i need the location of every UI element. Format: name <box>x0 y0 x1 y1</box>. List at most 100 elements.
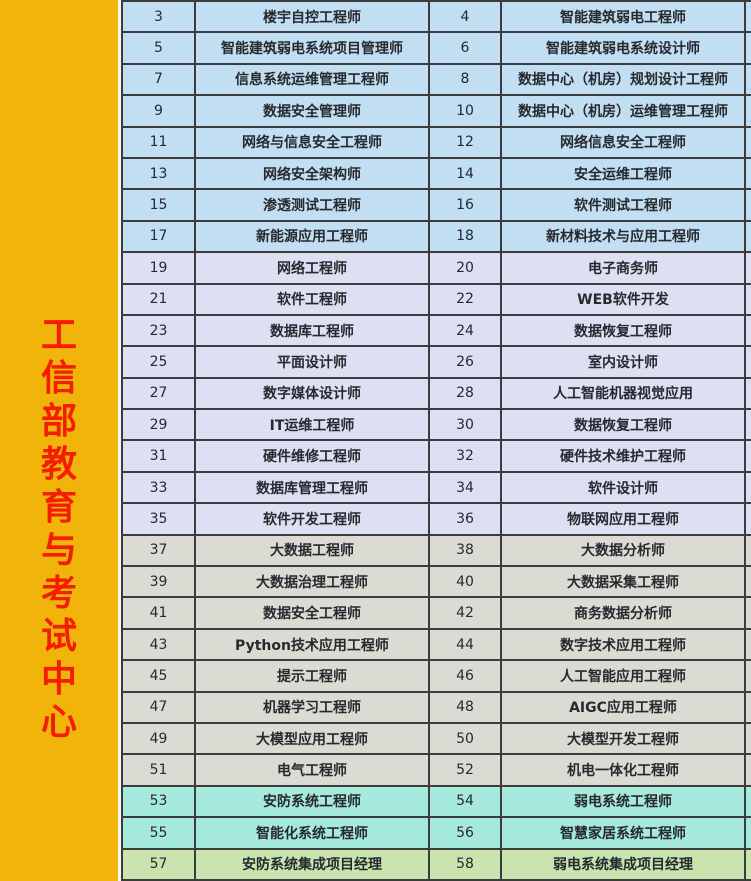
edge-stub-cell <box>746 850 751 879</box>
table-row: 37 大数据工程师 38 大数据分析师 <box>123 535 751 568</box>
cert-title-cell: 数据库工程师 <box>196 315 430 346</box>
row-number-cell: 16 <box>430 190 502 220</box>
cert-title-cell: 信息系统运维管理工程师 <box>196 64 430 95</box>
org-banner-char: 育 <box>40 487 77 528</box>
table-row: 45 提示工程师 46 人工智能应用工程师 <box>123 661 751 693</box>
cert-title-cell: 数字技术应用工程师 <box>502 629 746 660</box>
cert-title-cell: 提示工程师 <box>196 661 430 691</box>
row-number-cell: 33 <box>123 472 196 503</box>
cert-title-cell: 人工智能机器视觉应用 <box>502 378 746 409</box>
edge-stub-cell <box>746 410 751 439</box>
cert-title-cell: 新能源应用工程师 <box>196 221 430 252</box>
cert-title-cell: 智能建筑弱电工程师 <box>502 2 746 32</box>
edge-stub-cell <box>746 441 751 470</box>
cert-title-cell: 网络信息安全工程师 <box>502 127 746 157</box>
row-number-cell: 9 <box>123 96 196 126</box>
table-row: 55 智能化系统工程师 56 智慧家居系统工程师 <box>123 818 751 850</box>
cert-title-cell: 电气工程师 <box>196 755 430 785</box>
row-number-cell: 35 <box>123 504 196 534</box>
org-banner-char: 心 <box>40 702 77 743</box>
banner-table-divider <box>118 0 121 881</box>
cert-title-cell: 硬件技术维护工程师 <box>502 441 746 471</box>
edge-stub-cell <box>746 96 751 125</box>
edge-stub-cell <box>746 128 751 157</box>
row-number-cell: 18 <box>430 221 502 252</box>
cert-title-cell: 物联网应用工程师 <box>502 504 746 534</box>
edge-stub-cell <box>746 755 751 784</box>
edge-stub-cell <box>746 661 751 690</box>
cert-title-cell: 智能建筑弱电系统设计师 <box>502 33 746 63</box>
row-number-cell: 57 <box>123 849 196 879</box>
cert-title-cell: 数字媒体设计师 <box>196 378 430 409</box>
row-number-cell: 51 <box>123 755 196 785</box>
table-row: 7 信息系统运维管理工程师 8 数据中心（机房）规划设计工程师 <box>123 64 751 97</box>
table-row: 35 软件开发工程师 36 物联网应用工程师 <box>123 504 751 536</box>
cert-title-cell: 室内设计师 <box>502 347 746 377</box>
row-number-cell: 43 <box>123 629 196 660</box>
org-banner-char: 信 <box>40 358 77 399</box>
cert-title-cell: 软件设计师 <box>502 472 746 503</box>
row-number-cell: 3 <box>123 2 196 32</box>
cert-title-cell: 大数据治理工程师 <box>196 567 430 597</box>
org-banner-char: 考 <box>40 573 77 614</box>
table-row: 11 网络与信息安全工程师 12 网络信息安全工程师 <box>123 127 751 159</box>
cert-title-cell: 网络安全架构师 <box>196 158 430 189</box>
cert-title-cell: 软件测试工程师 <box>502 190 746 220</box>
row-number-cell: 15 <box>123 190 196 220</box>
row-number-cell: 45 <box>123 661 196 691</box>
cert-title-cell: 电子商务师 <box>502 253 746 283</box>
cert-title-cell: 数据恢复工程师 <box>502 410 746 440</box>
cert-title-cell: AIGC应用工程师 <box>502 692 746 722</box>
org-banner-char: 试 <box>40 616 77 657</box>
table-row: 23 数据库工程师 24 数据恢复工程师 <box>123 315 751 348</box>
table-row: 43 Python技术应用工程师 44 数字技术应用工程师 <box>123 629 751 662</box>
edge-stub-cell <box>746 2 751 31</box>
cert-title-cell: 软件工程师 <box>196 284 430 314</box>
table-row: 15 渗透测试工程师 16 软件测试工程师 <box>123 190 751 222</box>
table-row: 17 新能源应用工程师 18 新材料技术与应用工程师 <box>123 221 751 254</box>
table-row: 41 数据安全工程师 42 商务数据分析师 <box>123 598 751 630</box>
edge-stub-cell <box>746 347 751 376</box>
cert-title-cell: 安防系统工程师 <box>196 786 430 817</box>
cert-title-cell: 机器学习工程师 <box>196 692 430 722</box>
table-row: 47 机器学习工程师 48 AIGC应用工程师 <box>123 692 751 724</box>
table-row: 27 数字媒体设计师 28 人工智能机器视觉应用 <box>123 378 751 411</box>
cert-title-cell: 大数据工程师 <box>196 535 430 566</box>
cert-title-cell: 平面设计师 <box>196 347 430 377</box>
row-number-cell: 36 <box>430 504 502 534</box>
edge-stub-cell <box>746 504 751 533</box>
cert-title-cell: 大数据采集工程师 <box>502 567 746 597</box>
cert-title-cell: 安全运维工程师 <box>502 158 746 189</box>
org-banner-char: 教 <box>40 444 77 485</box>
cert-title-cell: 智能化系统工程师 <box>196 818 430 848</box>
cert-title-cell: 数据库管理工程师 <box>196 472 430 503</box>
certificate-table: 3 楼宇自控工程师 4 智能建筑弱电工程师 5 智能建筑弱电系统项目管理师 6 智能建筑弱电系… <box>121 0 751 881</box>
row-number-cell: 52 <box>430 755 502 785</box>
row-number-cell: 38 <box>430 535 502 566</box>
cert-title-cell: 网络工程师 <box>196 253 430 283</box>
table-row: 57 安防系统集成项目经理 58 弱电系统集成项目经理 <box>123 849 751 881</box>
edge-stub-cell <box>746 190 751 219</box>
cert-title-cell: 软件开发工程师 <box>196 504 430 534</box>
cert-title-cell: 大模型开发工程师 <box>502 723 746 754</box>
row-number-cell: 53 <box>123 786 196 817</box>
row-number-cell: 41 <box>123 598 196 628</box>
row-number-cell: 56 <box>430 818 502 848</box>
row-number-cell: 4 <box>430 2 502 32</box>
row-number-cell: 49 <box>123 723 196 754</box>
row-number-cell: 19 <box>123 253 196 283</box>
cert-title-cell: IT运维工程师 <box>196 410 430 440</box>
org-banner-char: 部 <box>40 401 77 442</box>
cert-title-cell: 大模型应用工程师 <box>196 723 430 754</box>
cert-title-cell: 数据中心（机房）运维管理工程师 <box>502 96 746 126</box>
edge-stub-cell <box>746 65 751 94</box>
cert-title-cell: 硬件维修工程师 <box>196 441 430 471</box>
cert-title-cell: 机电一体化工程师 <box>502 755 746 785</box>
edge-stub-cell <box>746 285 751 314</box>
edge-stub-cell <box>746 724 751 753</box>
table-row: 3 楼宇自控工程师 4 智能建筑弱电工程师 <box>123 2 751 34</box>
edge-stub-cell <box>746 33 751 62</box>
edge-stub-cell <box>746 159 751 188</box>
table-row: 39 大数据治理工程师 40 大数据采集工程师 <box>123 567 751 599</box>
edge-stub-cell <box>746 316 751 345</box>
